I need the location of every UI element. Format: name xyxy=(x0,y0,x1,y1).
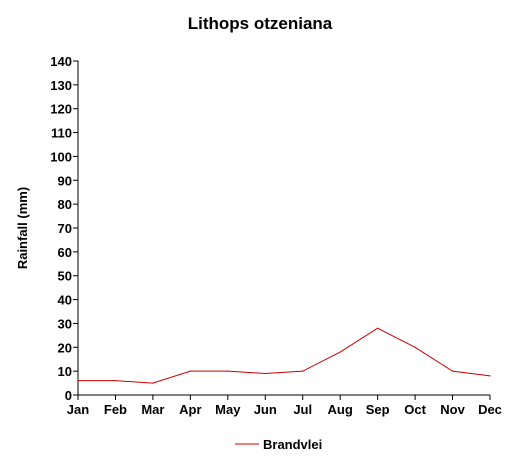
y-tick-label: 70 xyxy=(58,221,72,236)
data-point xyxy=(77,380,79,382)
data-point xyxy=(152,382,154,384)
y-tick-label: 10 xyxy=(58,364,72,379)
x-tick-label: Jul xyxy=(293,402,312,417)
data-point xyxy=(451,370,454,372)
y-tick-label: 110 xyxy=(51,126,72,141)
data-point xyxy=(302,370,304,372)
data-point xyxy=(227,370,229,372)
y-tick-label: 130 xyxy=(50,78,72,93)
x-tick-label: Jan xyxy=(67,402,89,417)
x-tick-label: Oct xyxy=(404,402,426,417)
series-lines xyxy=(77,327,491,384)
legend-label-brandvlei: Brandvlei xyxy=(263,437,322,452)
y-tick-label: 120 xyxy=(50,102,72,117)
y-tick-label: 50 xyxy=(58,269,72,284)
data-point xyxy=(377,327,379,329)
data-point xyxy=(114,380,117,382)
y-tick-label: 100 xyxy=(50,149,72,164)
data-point xyxy=(339,351,341,353)
y-tick-label: 20 xyxy=(58,340,72,355)
y-tick-label: 30 xyxy=(58,316,72,331)
x-ticks: Jan Feb Mar Apr May Jun Jul Aug Sep Oct Nov Dec xyxy=(67,395,502,417)
y-tick-label: 60 xyxy=(58,245,72,260)
x-tick-label: Dec xyxy=(478,402,502,417)
data-point xyxy=(264,372,266,375)
series-line-brandvlei xyxy=(78,327,491,384)
y-tick-label: 140 xyxy=(50,54,72,69)
x-tick-label: Apr xyxy=(179,402,201,417)
y-axis-label: Rainfall (mm) xyxy=(15,187,30,269)
y-tick-label: 80 xyxy=(58,197,72,212)
x-tick-label: Mar xyxy=(141,402,164,417)
y-tick-label: 40 xyxy=(58,293,72,308)
y-tick-label: 90 xyxy=(58,173,72,188)
data-point xyxy=(489,375,491,377)
y-ticks: 0 10 20 30 40 50 60 70 80 90 100 110 120 130 140 xyxy=(50,54,78,403)
y-tick-label: 0 xyxy=(65,388,72,403)
legend: Brandvlei xyxy=(235,437,322,452)
chart-title: Lithops otzeniana xyxy=(188,14,333,33)
axes xyxy=(77,61,490,396)
x-tick-label: Aug xyxy=(328,402,353,417)
x-tick-label: Jun xyxy=(254,402,277,417)
x-tick-label: Nov xyxy=(440,402,465,417)
data-point xyxy=(189,370,191,372)
x-tick-label: Feb xyxy=(104,402,127,417)
x-tick-label: May xyxy=(215,402,241,417)
data-point xyxy=(414,346,416,348)
x-tick-label: Sep xyxy=(366,402,390,417)
